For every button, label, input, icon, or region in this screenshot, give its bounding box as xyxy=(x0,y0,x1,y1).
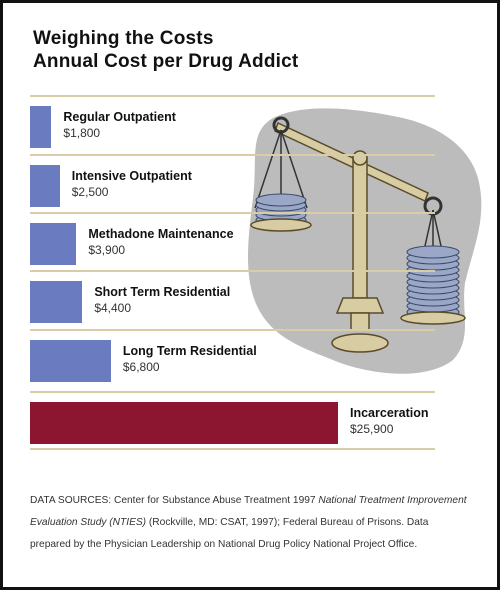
bar xyxy=(30,165,60,207)
row-divider xyxy=(30,95,435,97)
row-divider xyxy=(30,154,435,156)
bar xyxy=(30,223,77,265)
bar-category-label: Incarceration xyxy=(350,406,429,420)
row-divider xyxy=(30,391,435,393)
row-divider xyxy=(30,270,435,272)
chart-title-block: Weighing the Costs Annual Cost per Drug … xyxy=(33,27,298,73)
data-sources-note: DATA SOURCES: Center for Substance Abuse… xyxy=(30,490,470,556)
bar-category-label: Intensive Outpatient xyxy=(71,169,192,183)
bar-value-label: $4,400 xyxy=(94,301,132,315)
bar-category-label: Long Term Residential xyxy=(122,344,257,358)
bar-value-label: $6,800 xyxy=(122,360,160,374)
chart-subtitle: Annual Cost per Drug Addict xyxy=(33,51,299,72)
bar-category-label: Regular Outpatient xyxy=(63,110,176,124)
sources-suffix: (Rockville, MD: CSAT, 1997); Federal Bur… xyxy=(30,517,429,550)
bar xyxy=(30,106,52,148)
sources-prefix: DATA SOURCES: Center for Substance Abuse… xyxy=(30,495,319,506)
chart-title: Weighing the Costs xyxy=(33,28,214,49)
bar xyxy=(30,281,83,323)
bar xyxy=(30,402,338,444)
balance-scale-with-coin-stacks-icon xyxy=(248,108,482,374)
bar-value-label: $2,500 xyxy=(71,185,109,199)
row-divider xyxy=(30,448,435,450)
row-divider xyxy=(30,212,435,214)
sources-study-title: National Treatment Improvement Evaluatio… xyxy=(30,495,467,528)
bar-category-label: Methadone Maintenance xyxy=(88,227,234,241)
bar xyxy=(30,340,111,382)
bar-value-label: $25,900 xyxy=(350,422,394,436)
bar-value-label: $1,800 xyxy=(63,126,101,140)
row-divider xyxy=(30,329,435,331)
bar-value-label: $3,900 xyxy=(88,243,126,257)
bar-category-label: Short Term Residential xyxy=(94,285,231,299)
